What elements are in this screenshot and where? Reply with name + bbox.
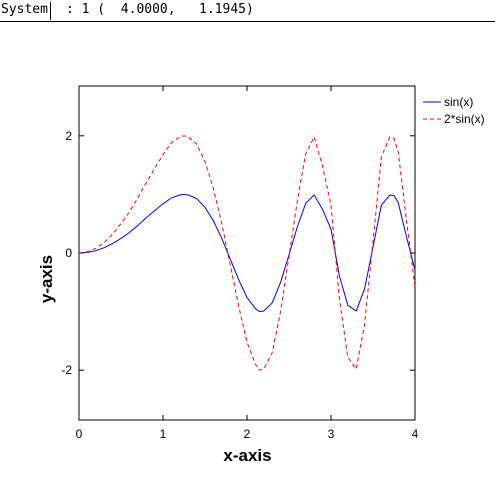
plot-axes: 0 1 2 3 4 -2 0 2 [61, 85, 419, 441]
plot-labels: x-axis y-axis [37, 255, 272, 465]
cursor-coordinate-readout: : 1 ( 4.0000, 1.1945) [66, 2, 254, 17]
series-line-1 [78, 193, 416, 313]
series-line-2 [78, 135, 416, 371]
legend: sin(x) 2*sin(x) [423, 95, 485, 126]
status-bar: System : 1 ( 4.0000, 1.1945) [0, 0, 495, 22]
x-axis-label: x-axis [223, 446, 271, 465]
y-tick-label: 0 [65, 246, 72, 260]
legend-label-2: 2*sin(x) [444, 112, 485, 126]
x-tick-label: 4 [412, 427, 419, 441]
x-tick-label: 0 [76, 427, 83, 441]
x-tick-label: 2 [244, 427, 251, 441]
plot-series [78, 135, 416, 371]
legend-label-1: sin(x) [444, 95, 473, 109]
x-tick-label: 3 [328, 427, 335, 441]
system-menu-button[interactable]: System [1, 2, 51, 20]
plot-frame [78, 85, 416, 421]
line-chart[interactable]: 0 1 2 3 4 -2 0 2 x-axis y-axis sin(x) 2*sin(x) [0, 22, 495, 483]
y-tick-label: -2 [61, 363, 72, 377]
y-axis-label: y-axis [37, 255, 56, 303]
y-tick-label: 2 [65, 129, 72, 143]
x-tick-label: 1 [160, 427, 167, 441]
